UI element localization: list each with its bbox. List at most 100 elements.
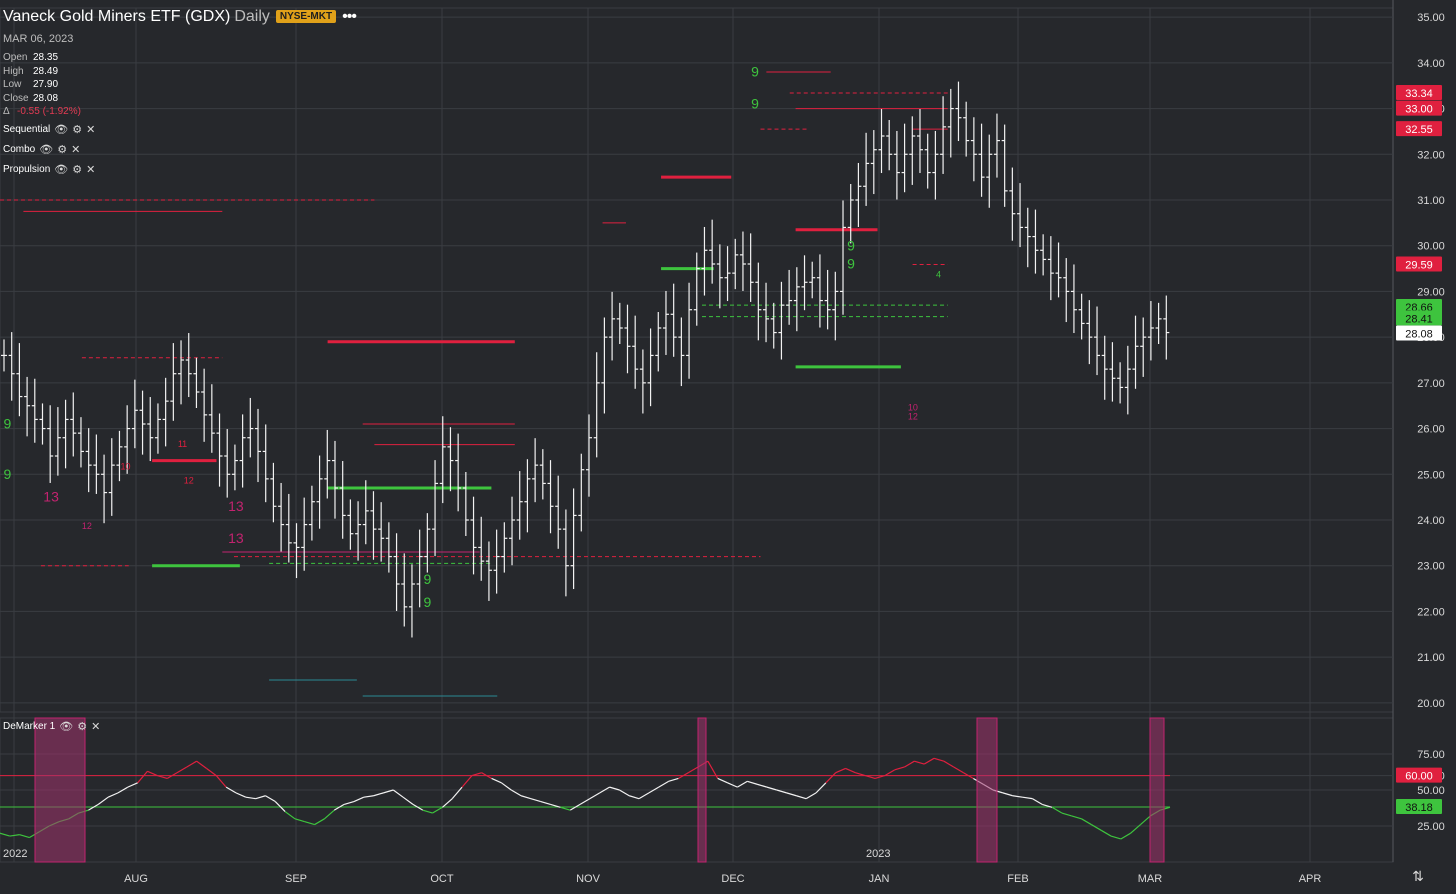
- y-tick-label: 25.00: [1417, 469, 1445, 481]
- gear-icon[interactable]: ⚙: [57, 144, 68, 156]
- demarker-line-segment: [255, 795, 266, 800]
- ohlc-bar: [185, 333, 192, 398]
- close-icon[interactable]: ✕: [86, 124, 96, 136]
- ohlc-bar: [547, 460, 554, 534]
- ohlc-bar: [93, 434, 100, 494]
- ohlc-bar: [224, 429, 231, 498]
- y-tick-label: 31.00: [1417, 195, 1445, 207]
- demarker-line-segment: [589, 792, 601, 800]
- ohlc-bar: [893, 130, 900, 200]
- ohlc-bar: [331, 440, 338, 519]
- ohlc-bar: [362, 480, 369, 545]
- ohlc-bar: [208, 384, 215, 453]
- demarker-line-segment: [668, 777, 679, 782]
- ohlc-bar: [501, 522, 508, 573]
- sequential-count-label: 9: [751, 96, 759, 112]
- ohlc-bar: [1017, 183, 1024, 248]
- demarker-line-segment: [943, 760, 955, 768]
- demarker-line-segment: [353, 796, 365, 803]
- y-tick-label: 22.00: [1417, 606, 1445, 618]
- demarker-line-segment: [1061, 812, 1072, 817]
- ohlc-bar: [462, 472, 469, 536]
- sequential-count-label: 12: [82, 521, 92, 531]
- ohlc-bar: [716, 244, 723, 309]
- gear-icon[interactable]: ⚙: [77, 721, 88, 733]
- x-tick-label: 2023: [866, 848, 890, 860]
- demarker-line-segment: [786, 792, 797, 797]
- demarker-line-segment: [520, 795, 532, 800]
- sequential-count-label: 9: [751, 64, 759, 80]
- more-options-icon[interactable]: •••: [342, 8, 357, 25]
- ohlc-bar: [1147, 301, 1154, 361]
- ohlc-bar: [993, 113, 1000, 178]
- demarker-value-text: 38.18: [1405, 802, 1433, 814]
- ohlc-bar: [863, 132, 870, 206]
- ohlc-bar: [586, 414, 592, 497]
- close-icon[interactable]: ✕: [71, 144, 81, 156]
- ohlc-bar: [1078, 293, 1085, 340]
- demarker-line-segment: [1081, 818, 1092, 826]
- sequential-count-label: 9: [847, 256, 855, 272]
- ohlc-bar: [601, 317, 608, 414]
- gear-icon[interactable]: ⚙: [72, 164, 83, 176]
- ohlc-bar: [239, 414, 246, 488]
- price-label-box: [1396, 85, 1442, 101]
- swap-axis-icon[interactable]: ⇅: [1412, 868, 1424, 884]
- ohlc-bar: [616, 302, 623, 344]
- sequential-count-label: 9: [847, 237, 855, 253]
- demarker-line-segment: [304, 821, 315, 826]
- demarker-line-segment: [343, 800, 355, 805]
- eye-icon[interactable]: 👁: [59, 721, 74, 733]
- demarker-line-segment: [373, 792, 384, 797]
- demarker-line-segment: [1130, 824, 1141, 834]
- demarker-line-segment: [658, 780, 669, 788]
- ohlc-bar: [747, 233, 754, 302]
- demarker-line-segment: [294, 818, 305, 823]
- ohlc-bar: [1140, 317, 1147, 377]
- ohlc-bar: [624, 304, 631, 374]
- ohlc-bar: [1055, 242, 1062, 298]
- ohlc-bar: [1032, 209, 1039, 274]
- ohlc-bar: [1132, 315, 1139, 389]
- ohlc-bar: [170, 343, 177, 421]
- ohlc-bar: [316, 455, 323, 529]
- sequential-count-label: 13: [228, 530, 244, 546]
- ohlc-bar: [932, 130, 939, 200]
- demarker-value-box: [1396, 767, 1442, 783]
- price-label-text: 28.08: [1405, 328, 1433, 340]
- demarker-line-segment: [1100, 829, 1112, 837]
- close-icon[interactable]: ✕: [91, 721, 101, 733]
- interval-label[interactable]: Daily: [234, 8, 270, 25]
- demarker-line-segment: [923, 757, 935, 765]
- close-icon[interactable]: ✕: [86, 164, 96, 176]
- indicator-label: DeMarker 1: [3, 721, 56, 732]
- ohlc-bar: [886, 120, 893, 171]
- ohlc-bar: [593, 352, 600, 458]
- ohlc-bar: [639, 349, 646, 414]
- ohlc-bar: [1047, 236, 1054, 301]
- eye-icon[interactable]: 👁: [39, 144, 54, 156]
- ohlc-bar: [578, 453, 585, 532]
- ohlc-bar: [570, 488, 577, 590]
- demarker-line-segment: [363, 795, 374, 798]
- price-label-text: 28.41: [1405, 313, 1433, 325]
- ohlc-bar: [439, 416, 446, 504]
- ohlc-bar: [147, 397, 154, 462]
- x-tick-label: OCT: [430, 873, 454, 885]
- y-tick-label: 21.00: [1417, 652, 1445, 664]
- ohlc-bar: [709, 219, 716, 284]
- exchange-badge: NYSE-MKT: [275, 10, 337, 23]
- eye-icon[interactable]: 👁: [54, 124, 69, 136]
- ohlc-bar: [793, 267, 800, 332]
- ohlc-bar: [62, 399, 69, 469]
- eye-icon[interactable]: 👁: [54, 164, 69, 176]
- ohlc-bar: [70, 392, 77, 457]
- ohlc-bar: [1, 339, 7, 372]
- gear-icon[interactable]: ⚙: [72, 124, 83, 136]
- demarker-line-segment: [314, 818, 325, 826]
- demarker-line-segment: [383, 789, 394, 794]
- ohlc-bar: [1124, 345, 1131, 415]
- cursor-date: MAR 06, 2023: [3, 33, 74, 45]
- ohlc-bar: [1101, 335, 1108, 400]
